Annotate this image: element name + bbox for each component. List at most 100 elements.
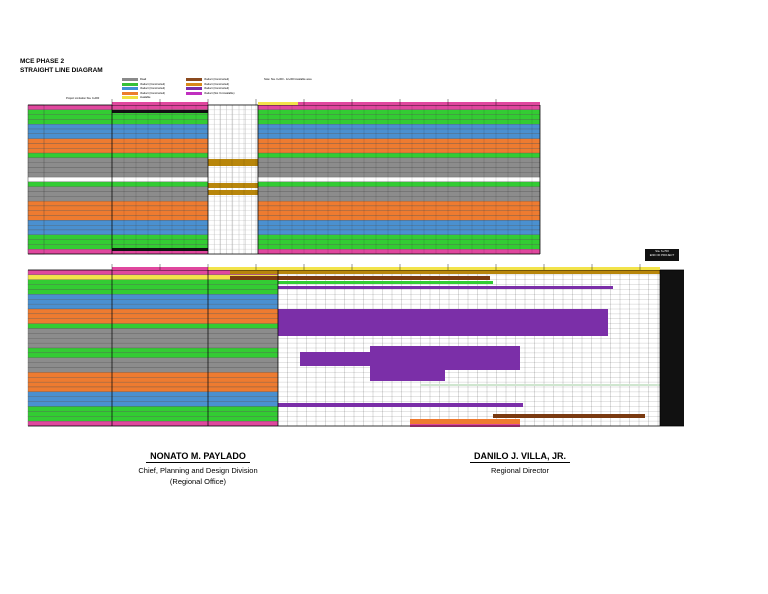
panel1-row	[27, 191, 541, 197]
legend-swatch-1	[122, 82, 138, 86]
panel2-row	[27, 386, 279, 393]
panel2-row	[27, 294, 279, 300]
panel2-row	[27, 352, 279, 358]
panel2-row	[27, 347, 279, 354]
panel1-row	[27, 138, 541, 144]
panel2-row	[27, 284, 279, 290]
signatory-1-name: NONATO M. PAYLADO	[146, 451, 250, 463]
panel1-gap-band	[208, 105, 258, 254]
panel1-row	[27, 124, 541, 130]
panel1-row	[27, 104, 541, 110]
document-title-line1: MCE PHASE 2	[20, 58, 65, 65]
panel1-row	[27, 162, 541, 168]
panel2-row	[27, 401, 279, 407]
legend-swatch-0	[122, 78, 138, 82]
panel2-row	[27, 279, 279, 285]
legend-label-0: Road	[140, 78, 147, 81]
panel2-purple-block	[278, 321, 608, 336]
panel2-row	[27, 318, 279, 324]
panel1-row	[27, 239, 541, 245]
panel2-row	[27, 406, 279, 412]
signatory-2: DANILO J. VILLA, JR. Regional Director	[445, 446, 595, 475]
panel1-gold-block	[208, 183, 258, 188]
legend-label-6: Viaduct (Constructed)	[204, 82, 230, 86]
panel2-row	[27, 411, 279, 417]
legend-label-2: Viaduct (Constructed)	[140, 87, 166, 90]
legend-swatch-5	[186, 78, 202, 82]
panel2-purple-block	[278, 309, 608, 321]
legend-swatch-2	[122, 87, 138, 91]
panel1-black-band	[112, 248, 208, 251]
panel1-row	[27, 205, 541, 211]
document-title-line2: STRAIGHT LINE DIAGRAM	[20, 67, 103, 74]
panel2-row	[27, 377, 279, 383]
panel1-row	[27, 186, 541, 192]
legend-swatch-8	[186, 91, 202, 95]
panel2-row	[27, 396, 279, 402]
panel1-row	[27, 200, 541, 207]
panel2-light-bar	[420, 384, 660, 386]
panel2-row	[27, 299, 279, 305]
signatory-1-office: (Regional Office)	[169, 477, 227, 486]
panel2-purple-bar	[278, 286, 613, 289]
end-station-label: Sta. 6+700	[655, 249, 669, 253]
panel2-brown-bar	[493, 414, 645, 418]
panel2-row	[27, 420, 279, 427]
legend-label-8: Viaduct (Not Yet Available)	[204, 91, 235, 95]
panel2-purple-block	[300, 352, 420, 366]
legend-label-3: Viaduct (Constructed)	[140, 91, 166, 95]
signatory-1-role: Chief, Planning and Design Division	[138, 466, 258, 475]
panel2-row	[27, 338, 279, 344]
end-of-project-label: END OF PROJECT	[649, 253, 675, 257]
panel2-top-gold	[420, 270, 660, 274]
panel1-ruler-yellow	[258, 102, 298, 105]
panel2-orange-bar	[410, 419, 520, 424]
end-of-project-marker: Sta. 6+700 END OF PROJECT	[645, 249, 679, 261]
panel2-row	[27, 289, 279, 295]
panel2-row	[27, 416, 279, 422]
panel1-row	[27, 114, 541, 120]
panel1-row	[27, 234, 541, 240]
panel1-row	[27, 157, 541, 163]
panel2-row	[27, 308, 279, 315]
panel1-row	[27, 249, 541, 255]
availability-note: Note: Sta. 0+000 - 12+000 Available area	[264, 78, 312, 81]
legend-swatch-6	[186, 82, 202, 86]
panel2-purple-block	[370, 370, 445, 381]
panel2-row	[27, 372, 279, 378]
panel1-row	[27, 244, 541, 250]
legend-label-4: Available	[140, 96, 151, 99]
panel1-row	[27, 119, 541, 125]
panel2-row	[27, 357, 279, 363]
legend-swatch-3	[122, 91, 138, 95]
panel2-ruler-yellow	[208, 267, 408, 270]
panel1-gold-block	[208, 159, 258, 166]
panel1-row	[27, 196, 541, 202]
panel1-row	[27, 133, 541, 139]
panel2-row	[27, 323, 279, 329]
panel1-row	[27, 167, 541, 173]
panel2-purple-bar	[278, 403, 523, 407]
panel1-row	[27, 215, 541, 221]
panel1-row	[27, 220, 541, 226]
legend-label-7: Viaduct (Constructed)	[204, 87, 230, 90]
panel2-row	[27, 342, 279, 349]
panel2-row	[27, 313, 279, 319]
legend-label-1: Viaduct (Constructed)	[140, 82, 166, 86]
panel1-row	[27, 148, 541, 154]
panel2-row	[27, 362, 279, 368]
panel1-row	[27, 210, 541, 216]
signatory-2-role: Regional Director	[491, 466, 549, 475]
panel1-ruler-pink	[298, 102, 540, 105]
panel1-row	[27, 143, 541, 149]
panel1-black-band	[112, 110, 208, 113]
panel2-row	[27, 303, 279, 310]
legend-label-5: Viaduct (Constructed)	[204, 78, 230, 81]
panel1-row	[27, 152, 541, 159]
panel2-brown-bar	[230, 276, 490, 280]
panel2-top-gold	[230, 270, 530, 274]
panel2-pink-bar	[410, 424, 520, 427]
panel1-label-col	[27, 104, 45, 255]
panel2-ruler-yellow	[408, 267, 660, 270]
